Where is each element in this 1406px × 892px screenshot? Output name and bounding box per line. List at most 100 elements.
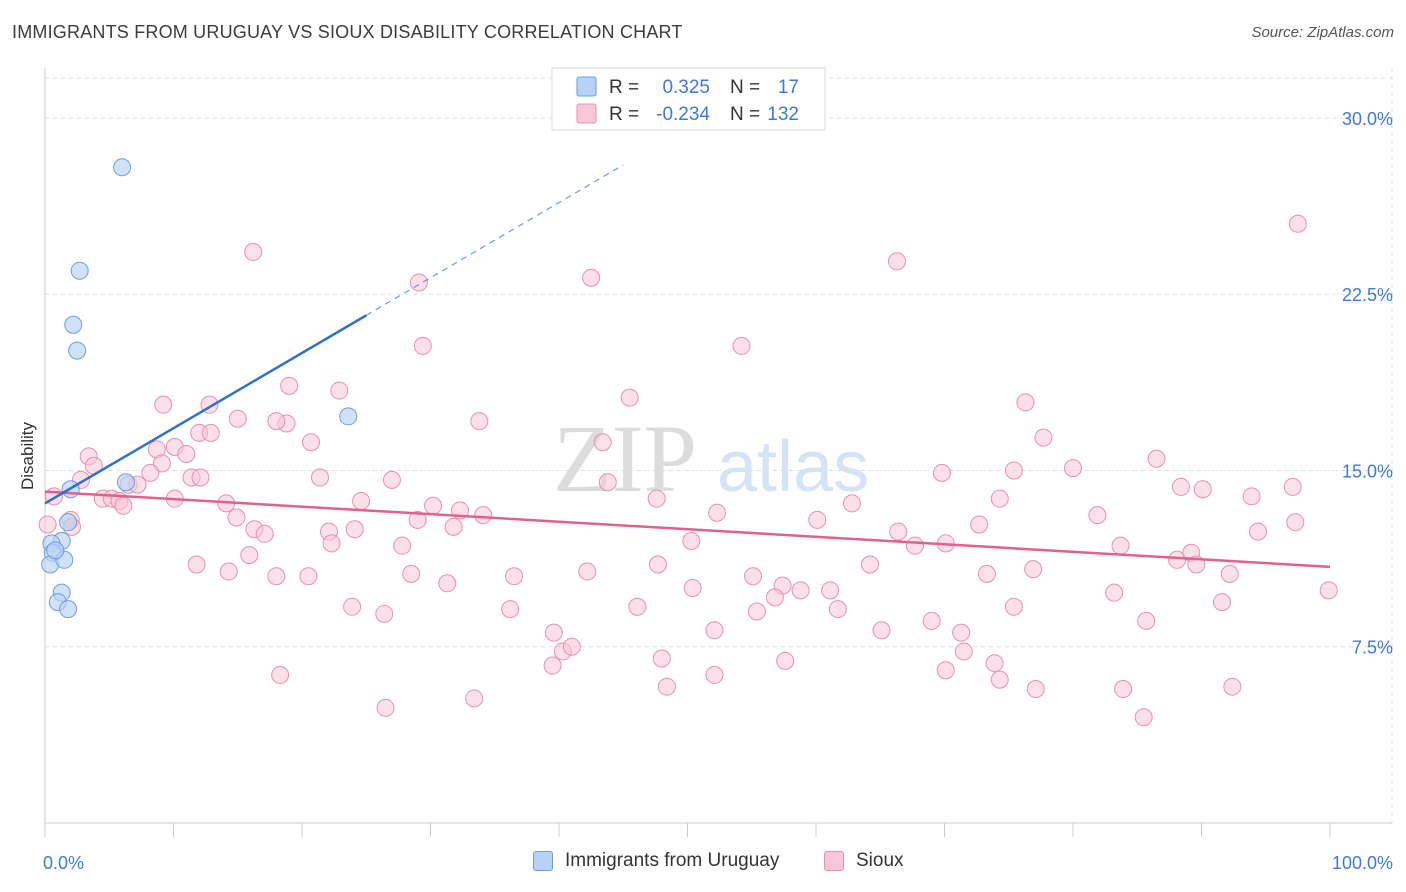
point-sioux-111 (828, 600, 847, 619)
point-sioux-59 (227, 508, 246, 527)
x-tick-label-1: 100.0% (1332, 853, 1393, 873)
point-sioux-102 (977, 564, 996, 583)
point-sioux-135 (465, 689, 484, 708)
point-uruguay-6 (116, 473, 135, 492)
point-sioux-48 (114, 496, 133, 515)
point-sioux-6 (732, 336, 751, 355)
point-sioux-65 (808, 510, 827, 529)
point-uruguay-15 (59, 600, 78, 619)
point-sioux-112 (922, 611, 941, 630)
chart-title: IMMIGRANTS FROM URUGUAY VS SIOUX DISABIL… (12, 22, 683, 42)
point-sioux-42 (1193, 480, 1212, 499)
point-sioux-81 (240, 546, 259, 565)
stats-legend: R = 0.325 N = 17 R = -0.234 N = 132 (551, 67, 826, 131)
point-sioux-128 (936, 661, 955, 680)
point-sioux-51 (352, 492, 371, 511)
point-sioux-129 (990, 670, 1009, 689)
point-sioux-96 (1220, 564, 1239, 583)
point-sioux-131 (657, 677, 676, 696)
source-label: Source: ZipAtlas.com (1251, 24, 1394, 41)
point-sioux-136 (1134, 708, 1153, 727)
point-sioux-41 (1171, 477, 1190, 496)
y-tick-label-1: 15.0% (1342, 461, 1393, 481)
point-sioux-30 (1064, 459, 1082, 478)
point-sioux-118 (872, 621, 891, 640)
stats-n-label-2: N = (730, 104, 760, 125)
point-sioux-43 (1283, 477, 1302, 496)
point-sioux-94 (744, 567, 763, 586)
point-sioux-56 (1242, 487, 1261, 506)
point-sioux-5 (413, 336, 432, 355)
point-sioux-101 (821, 581, 840, 600)
legend-label-uruguay: Immigrants from Uruguay (565, 850, 780, 871)
x-tick-label-0: 0.0% (43, 853, 84, 873)
point-sioux-85 (187, 555, 206, 574)
point-sioux-7 (280, 376, 299, 395)
point-sioux-82 (1168, 550, 1187, 569)
point-sioux-113 (1137, 611, 1156, 630)
point-sioux-73 (345, 520, 364, 539)
tick-labels: 7.5% 15.0% 22.5% 30.0% 0.0% 100.0% (43, 109, 1393, 873)
point-sioux-115 (375, 604, 394, 623)
point-sioux-138 (38, 515, 57, 534)
point-sioux-0 (1288, 214, 1307, 233)
point-sioux-21 (593, 433, 612, 452)
point-sioux-80 (1111, 536, 1130, 555)
point-sioux-137 (376, 698, 395, 717)
trend-line-uruguay (44, 314, 367, 505)
point-sioux-64 (444, 517, 463, 536)
point-sioux-24 (177, 445, 196, 464)
legend-item-sioux: Sioux (824, 850, 904, 872)
point-sioux-126 (543, 656, 562, 675)
y-tick-label-0: 7.5% (1352, 638, 1393, 658)
point-sioux-77 (682, 531, 701, 550)
point-sioux-86 (648, 555, 667, 574)
point-uruguay-2 (64, 315, 83, 334)
point-sioux-107 (343, 597, 362, 616)
point-sioux-104 (1004, 597, 1023, 616)
point-sioux-100 (791, 581, 810, 600)
point-sioux-124 (985, 654, 1004, 673)
point-sioux-52 (424, 496, 443, 515)
point-sioux-132 (1026, 680, 1045, 699)
point-sioux-10 (1016, 393, 1035, 412)
point-sioux-110 (747, 602, 766, 621)
point-sioux-71 (255, 524, 274, 543)
point-sioux-114 (1213, 593, 1232, 612)
y-tick-label-2: 22.5% (1342, 285, 1393, 305)
point-uruguay-4 (339, 407, 358, 426)
point-sioux-121 (562, 637, 581, 656)
point-sioux-75 (322, 534, 341, 553)
stats-r-value-1: 0.325 (662, 77, 710, 98)
legend-item-uruguay: Immigrants from Uruguay (533, 850, 779, 872)
point-sioux-67 (1088, 506, 1107, 525)
trend-line-uruguay-extension (365, 164, 624, 316)
point-sioux-134 (1223, 677, 1242, 696)
point-sioux-99 (683, 578, 702, 597)
watermark-zip: ZIP (553, 405, 697, 512)
point-sioux-2 (887, 252, 906, 271)
point-sioux-106 (1319, 581, 1338, 600)
stats-r-label-1: R = (609, 77, 639, 98)
point-sioux-117 (705, 621, 724, 640)
point-sioux-92 (505, 567, 524, 586)
point-sioux-69 (1286, 513, 1305, 532)
stats-n-value-2: 132 (767, 104, 799, 125)
point-sioux-20 (301, 433, 320, 452)
stats-swatch-uruguay (576, 76, 597, 97)
point-sioux-68 (1249, 522, 1268, 541)
point-sioux-33 (191, 468, 210, 487)
point-sioux-90 (299, 567, 318, 586)
point-sioux-95 (1024, 560, 1043, 579)
stats-n-value-1: 17 (778, 77, 799, 98)
point-sioux-26 (1147, 449, 1166, 468)
point-uruguay-16 (46, 541, 65, 560)
point-sioux-122 (776, 651, 795, 670)
point-sioux-18 (201, 423, 220, 442)
point-sioux-66 (970, 515, 989, 534)
stats-n-label-1: N = (730, 77, 760, 98)
point-sioux-103 (765, 588, 784, 607)
bottom-legend: Immigrants from Uruguay Sioux (0, 850, 1406, 880)
point-uruguay-3 (68, 341, 87, 360)
